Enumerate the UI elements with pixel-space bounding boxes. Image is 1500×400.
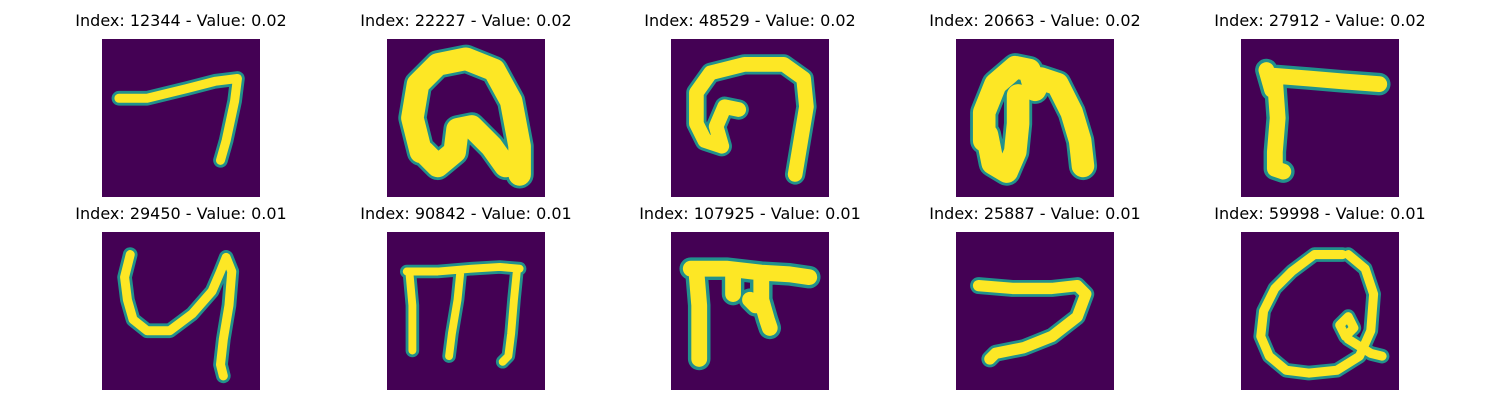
digit-image — [956, 232, 1114, 390]
panel-title: Index: 107925 - Value: 0.01 — [639, 204, 861, 223]
glyph-filled-arch — [970, 53, 1098, 186]
digit-image — [387, 39, 545, 197]
glyph-three-leg — [399, 260, 527, 369]
glyph-hook-arch — [686, 54, 817, 185]
glyph-horizontal-hook — [970, 277, 1095, 368]
panel-title: Index: 25887 - Value: 0.01 — [929, 204, 1141, 223]
digit-image — [102, 39, 260, 197]
glyph-seven-like — [111, 71, 245, 168]
panel-title: Index: 90842 - Value: 0.01 — [360, 204, 572, 223]
digit-image — [387, 232, 545, 390]
panel-title: Index: 20663 - Value: 0.02 — [929, 11, 1141, 30]
glyph-loop — [1253, 247, 1390, 381]
glyph-y-like — [117, 247, 240, 384]
panel-title: Index: 48529 - Value: 0.02 — [644, 11, 856, 30]
glyph-thick-arch — [398, 44, 534, 189]
digit-image — [1241, 39, 1399, 197]
digit-image — [102, 232, 260, 390]
glyph-pi-like — [679, 257, 821, 371]
panel-title: Index: 29450 - Value: 0.01 — [75, 204, 287, 223]
glyph-gamma-like — [1255, 58, 1391, 183]
panel-title: Index: 59998 - Value: 0.01 — [1214, 204, 1426, 223]
panel-title: Index: 22227 - Value: 0.02 — [360, 11, 572, 30]
digit-image — [956, 39, 1114, 197]
digit-image — [671, 232, 829, 390]
digit-image — [671, 39, 829, 197]
panel-title: Index: 12344 - Value: 0.02 — [75, 11, 287, 30]
digit-image — [1241, 232, 1399, 390]
panel-title: Index: 27912 - Value: 0.02 — [1214, 11, 1426, 30]
